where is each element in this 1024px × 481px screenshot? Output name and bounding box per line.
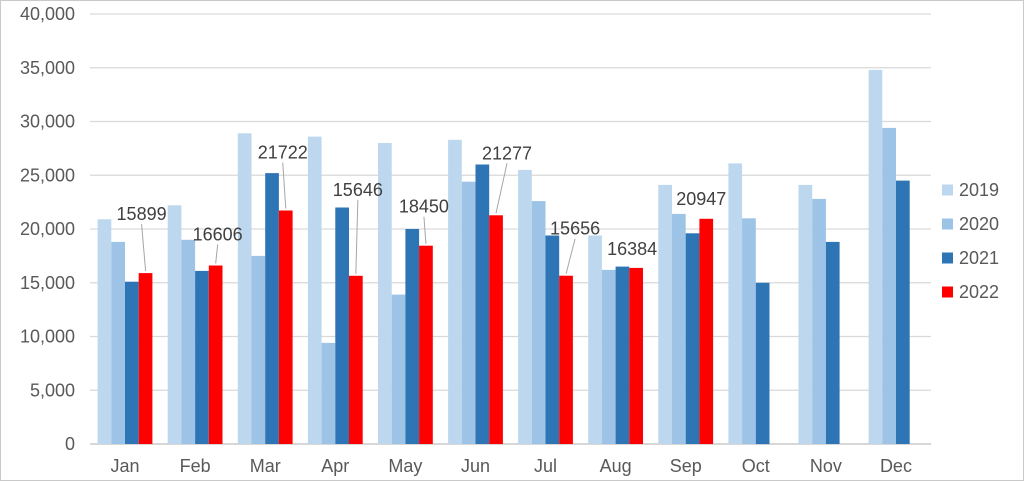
- legend-label: 2020: [959, 214, 999, 234]
- bar-2020-sep: [672, 213, 686, 444]
- data-label: 21277: [482, 143, 532, 163]
- data-label: 16606: [193, 224, 243, 244]
- bar-2021-jun: [475, 164, 490, 444]
- legend-label: 2022: [959, 282, 999, 302]
- bar-2020-mar: [251, 255, 266, 444]
- bar-2019-jul: [518, 169, 532, 444]
- bar-2022-mar: [278, 210, 293, 444]
- x-tick-label: Jul: [534, 456, 557, 476]
- bar-2022-apr: [349, 275, 363, 444]
- leader-line: [141, 224, 147, 272]
- bar-2021-jan: [125, 281, 139, 444]
- bar-2021-jul: [545, 235, 560, 444]
- data-label: 18450: [399, 197, 449, 217]
- legend-label: 2021: [959, 248, 999, 268]
- x-tick-label: Sep: [670, 456, 702, 476]
- legend-swatch-2020: [942, 218, 953, 230]
- x-tick-label: Feb: [180, 456, 211, 476]
- bar-2022-jul: [559, 275, 573, 444]
- bar-2020-jun: [461, 181, 476, 444]
- leader-line: [495, 163, 508, 214]
- y-tick-label: 10,000: [20, 327, 75, 347]
- data-label: 15646: [333, 180, 383, 200]
- bar-2020-may: [391, 294, 406, 444]
- x-tick-label: Jan: [111, 456, 140, 476]
- x-tick-label: Oct: [742, 456, 770, 476]
- bar-2020-feb: [181, 239, 196, 445]
- data-label: 15656: [550, 219, 600, 239]
- bar-2021-may: [405, 229, 420, 444]
- data-label: 15899: [117, 204, 167, 224]
- bar-2021-mar: [265, 173, 279, 444]
- y-tick-label: 25,000: [20, 165, 75, 185]
- data-label: 20947: [676, 189, 726, 209]
- bar-2021-sep: [685, 233, 700, 444]
- bar-2022-may: [419, 245, 433, 444]
- bar-2022-jun: [489, 215, 503, 444]
- bar-2021-aug: [615, 266, 630, 444]
- bar-2021-nov: [825, 241, 840, 444]
- y-tick-label: 0: [65, 434, 75, 454]
- x-tick-label: Mar: [250, 456, 281, 476]
- bar-2020-jan: [111, 241, 125, 444]
- bar-2019-mar: [237, 133, 252, 445]
- x-tick-label: Jun: [461, 456, 490, 476]
- bar-2021-feb: [195, 270, 209, 444]
- leader-line: [215, 244, 219, 264]
- bar-2022-sep: [699, 218, 714, 444]
- x-tick-label: Dec: [880, 456, 912, 476]
- bar-2020-nov: [812, 198, 826, 444]
- bar-2019-sep: [658, 184, 672, 444]
- y-tick-label: 30,000: [20, 112, 75, 132]
- bar-2019-aug: [588, 235, 602, 444]
- y-tick-label: 40,000: [20, 4, 75, 24]
- legend-swatch-2022: [942, 286, 953, 298]
- bar-2021-oct: [755, 282, 770, 445]
- bar-2020-oct: [742, 218, 756, 445]
- leader-line: [565, 238, 576, 274]
- bar-2019-feb: [167, 205, 182, 444]
- bar-2021-apr: [335, 207, 349, 444]
- bar-2020-dec: [882, 127, 896, 445]
- bar-2019-may: [378, 143, 392, 444]
- bar-2022-feb: [208, 265, 223, 444]
- x-tick-label: May: [388, 456, 422, 476]
- bar-2019-jun: [448, 139, 462, 445]
- bar-2019-jan: [97, 219, 112, 444]
- bar-2020-apr: [321, 342, 336, 444]
- y-tick-label: 35,000: [20, 58, 75, 78]
- bar-2022-jan: [138, 273, 153, 444]
- bar-2022-aug: [629, 267, 643, 444]
- bar-2019-dec: [868, 69, 883, 445]
- x-tick-label: Apr: [321, 456, 349, 476]
- leader-line: [282, 162, 287, 209]
- bar-2021-dec: [896, 180, 910, 444]
- y-tick-label: 15,000: [20, 273, 75, 293]
- bar-2020-aug: [601, 269, 616, 444]
- legend-label: 2019: [959, 180, 999, 200]
- bar-2019-oct: [728, 163, 743, 444]
- bar-2020-jul: [531, 201, 546, 444]
- x-tick-label: Nov: [810, 456, 842, 476]
- bar-2019-apr: [307, 136, 322, 444]
- bar-2019-nov: [798, 184, 813, 444]
- y-tick-label: 20,000: [20, 219, 75, 239]
- leader-line: [355, 199, 359, 274]
- legend-swatch-2019: [942, 184, 953, 196]
- legend-swatch-2021: [942, 252, 953, 264]
- data-label: 21722: [258, 142, 308, 162]
- y-tick-label: 5,000: [30, 380, 75, 400]
- data-label: 16384: [607, 239, 657, 259]
- x-tick-label: Aug: [600, 456, 632, 476]
- leader-line: [423, 216, 427, 244]
